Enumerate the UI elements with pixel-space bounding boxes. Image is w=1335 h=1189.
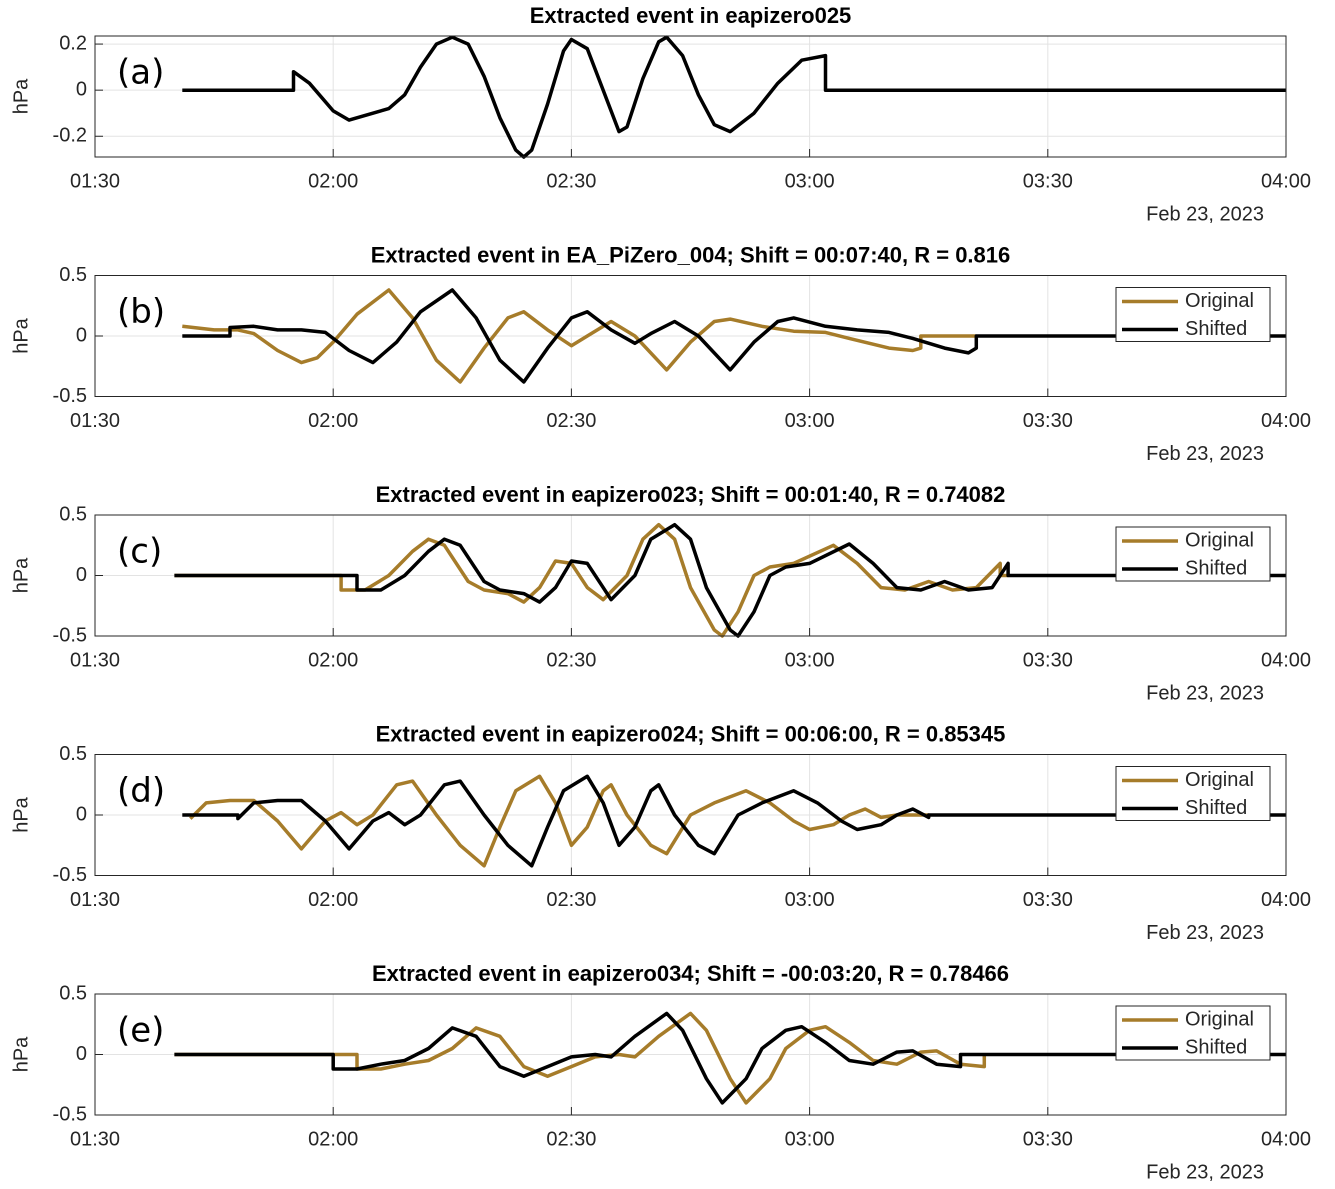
y-tick-label: 0.5 [59,982,87,1004]
panel: 01:30 02:00 02:30 03:00 03:30 04:00 -0.5 0 0.5 Ex… [10,482,1311,704]
x-tick-label: 03:00 [785,889,835,911]
y-tick-label: 0 [76,324,87,346]
legend-box [1115,1005,1271,1061]
legend-label: Original [1185,769,1254,791]
y-tick-label: 0.5 [59,503,87,525]
panel: 01:30 02:00 02:30 03:00 03:30 04:00 -0.5 0 0.5 Ex… [10,961,1311,1183]
y-tick-label: -0.5 [53,864,87,886]
x-tick-label: 03:30 [1023,170,1073,192]
y-tick-label: -0.5 [53,624,87,646]
x-tick-label: 01:30 [70,889,120,911]
series-line [182,35,1286,159]
series-line [174,1011,1286,1105]
x-tick-label: 02:30 [546,410,596,432]
x-tick-label: 03:00 [785,1128,835,1150]
x-tick-label: 02:00 [308,889,358,911]
legend-label: Shifted [1185,797,1247,819]
axes-box [94,275,1287,397]
axes-box [94,993,1287,1116]
x-tick-label: 03:30 [1023,889,1073,911]
chart-title: Extracted event in eapizero023; Shift = … [376,482,1006,507]
x-tick-label: 01:30 [70,410,120,432]
date-label: Feb 23, 2023 [1146,443,1264,465]
y-tick-label: 0.5 [59,264,87,286]
y-axis-label: hPa [10,557,32,593]
series-line [189,774,929,868]
chart-title: Extracted event in eapizero024; Shift = … [376,721,1006,746]
x-tick-label: 03:30 [1023,649,1073,671]
x-tick-label: 02:00 [308,410,358,432]
series-line [182,288,977,384]
chart-title: Extracted event in eapizero034; Shift = … [372,961,1009,986]
date-label: Feb 23, 2023 [1146,682,1264,704]
y-axis-label: hPa [10,1036,32,1072]
date-label: Feb 23, 2023 [1146,922,1264,944]
x-tick-label: 03:00 [785,410,835,432]
legend-label: Shifted [1185,557,1247,579]
y-tick-label: 0.2 [59,32,87,54]
panel-label: (e) [117,1011,164,1051]
x-tick-label: 03:30 [1023,410,1073,432]
chart-title: Extracted event in eapizero025 [530,3,852,28]
panel-label: (d) [117,771,165,811]
x-tick-label: 01:30 [70,1128,120,1150]
panel-label: (c) [117,532,162,572]
x-tick-label: 01:30 [70,170,120,192]
legend-label: Shifted [1185,1036,1247,1058]
x-tick-label: 03:00 [785,649,835,671]
x-tick-label: 02:30 [546,649,596,671]
panel-label: (b) [117,292,165,332]
panel: 01:30 02:00 02:30 03:00 03:30 04:00 -0.5 0 0.5 Ex… [10,721,1311,943]
x-tick-label: 03:00 [785,170,835,192]
x-tick-label: 04:00 [1261,410,1311,432]
x-tick-label: 02:00 [308,170,358,192]
y-tick-label: -0.5 [53,385,87,407]
x-tick-label: 04:00 [1261,649,1311,671]
x-tick-label: 02:30 [546,889,596,911]
plot-area [95,36,1286,157]
panel: 01:30 02:00 02:30 03:00 03:30 04:00 -0.2 0 0.2 Ex… [10,3,1311,225]
legend-label: Original [1185,1008,1254,1030]
x-tick-label: 04:00 [1261,1128,1311,1150]
legend-label: Original [1185,529,1254,551]
legend-box [1115,766,1271,821]
chart-title: Extracted event in EA_PiZero_004; Shift … [371,242,1011,267]
y-tick-label: 0 [76,564,87,586]
x-tick-label: 02:30 [546,1128,596,1150]
axes-box [94,754,1287,876]
x-tick-label: 02:00 [308,1128,358,1150]
panel: 01:30 02:00 02:30 03:00 03:30 04:00 -0.5 0 0.5 Ex… [10,242,1311,464]
y-axis-label: hPa [10,317,32,353]
axes-box [94,35,1287,158]
date-label: Feb 23, 2023 [1146,203,1264,225]
series-line [174,522,1286,638]
y-tick-label: 0 [76,78,87,100]
x-tick-label: 02:00 [308,649,358,671]
y-tick-label: -0.2 [53,125,87,147]
x-tick-label: 04:00 [1261,889,1311,911]
legend-box [1115,526,1271,582]
panel-label: (a) [117,53,164,93]
legend-label: Original [1185,290,1254,312]
series-line [182,288,1286,384]
series-line [174,1011,987,1105]
y-axis-label: hPa [10,796,32,832]
y-tick-label: 0.5 [59,743,87,765]
legend-box [1115,287,1271,342]
x-tick-label: 03:30 [1023,1128,1073,1150]
y-tick-label: -0.5 [53,1103,87,1125]
y-axis-label: hPa [10,78,32,114]
legend-label: Shifted [1185,318,1247,340]
x-tick-label: 02:30 [546,170,596,192]
date-label: Feb 23, 2023 [1146,1161,1264,1183]
y-tick-label: 0 [76,1043,87,1065]
y-tick-label: 0 [76,803,87,825]
x-tick-label: 04:00 [1261,170,1311,192]
x-tick-label: 01:30 [70,649,120,671]
axes-box [94,514,1287,637]
series-line [182,774,1286,868]
